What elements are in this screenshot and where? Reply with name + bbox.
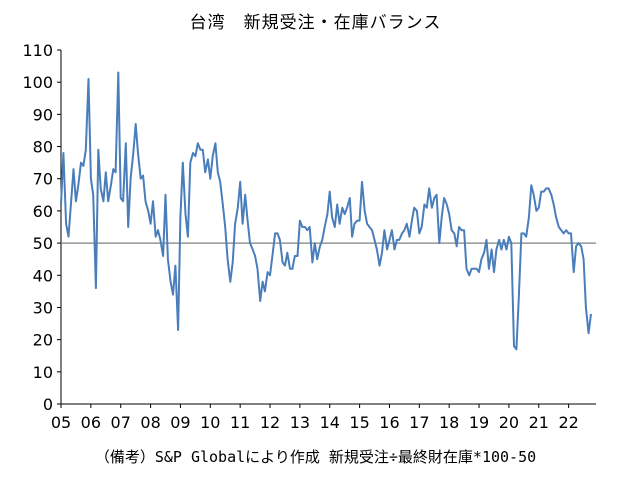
x-tick-label: 19 xyxy=(469,413,489,432)
x-tick-label: 16 xyxy=(379,413,399,432)
y-tick-label: 30 xyxy=(33,298,53,317)
y-tick-label: 70 xyxy=(33,170,53,189)
x-tick-label: 07 xyxy=(111,413,131,432)
x-tick-label: 17 xyxy=(409,413,429,432)
x-tick-label: 18 xyxy=(439,413,459,432)
x-tick-label: 13 xyxy=(290,413,310,432)
y-tick-label: 10 xyxy=(33,363,53,382)
chart-note: （備考）S&P Globalにより作成 新規受注÷最終財在庫*100-50 xyxy=(94,448,537,466)
x-tick-label: 20 xyxy=(499,413,519,432)
x-tick-label: 12 xyxy=(260,413,280,432)
x-tick-label: 15 xyxy=(349,413,369,432)
x-tick-label: 05 xyxy=(51,413,71,432)
y-tick-label: 50 xyxy=(33,234,53,253)
y-tick-label: 90 xyxy=(33,105,53,124)
x-tick-label: 10 xyxy=(200,413,220,432)
y-tick-label: 80 xyxy=(33,138,53,157)
y-tick-label: 110 xyxy=(22,41,53,60)
x-tick-label: 06 xyxy=(81,413,101,432)
y-tick-label: 0 xyxy=(43,395,53,414)
y-tick-label: 20 xyxy=(33,331,53,350)
y-tick-label: 40 xyxy=(33,266,53,285)
x-tick-label: 09 xyxy=(170,413,190,432)
x-tick-label: 21 xyxy=(529,413,549,432)
y-tick-label: 100 xyxy=(22,73,53,92)
x-tick-label: 14 xyxy=(320,413,340,432)
y-tick-label: 60 xyxy=(33,202,53,221)
x-tick-label: 08 xyxy=(140,413,160,432)
series-line xyxy=(60,71,592,351)
x-tick-label: 22 xyxy=(558,413,578,432)
x-tick-label: 11 xyxy=(230,413,250,432)
series-group xyxy=(60,71,592,351)
chart-title: 台湾 新規受注・在庫バランス xyxy=(189,13,442,33)
axes: 0 10 20 30 40 50 60 70 80 90 100 110 05 06 07 08 09 10 11 1… xyxy=(22,41,596,432)
